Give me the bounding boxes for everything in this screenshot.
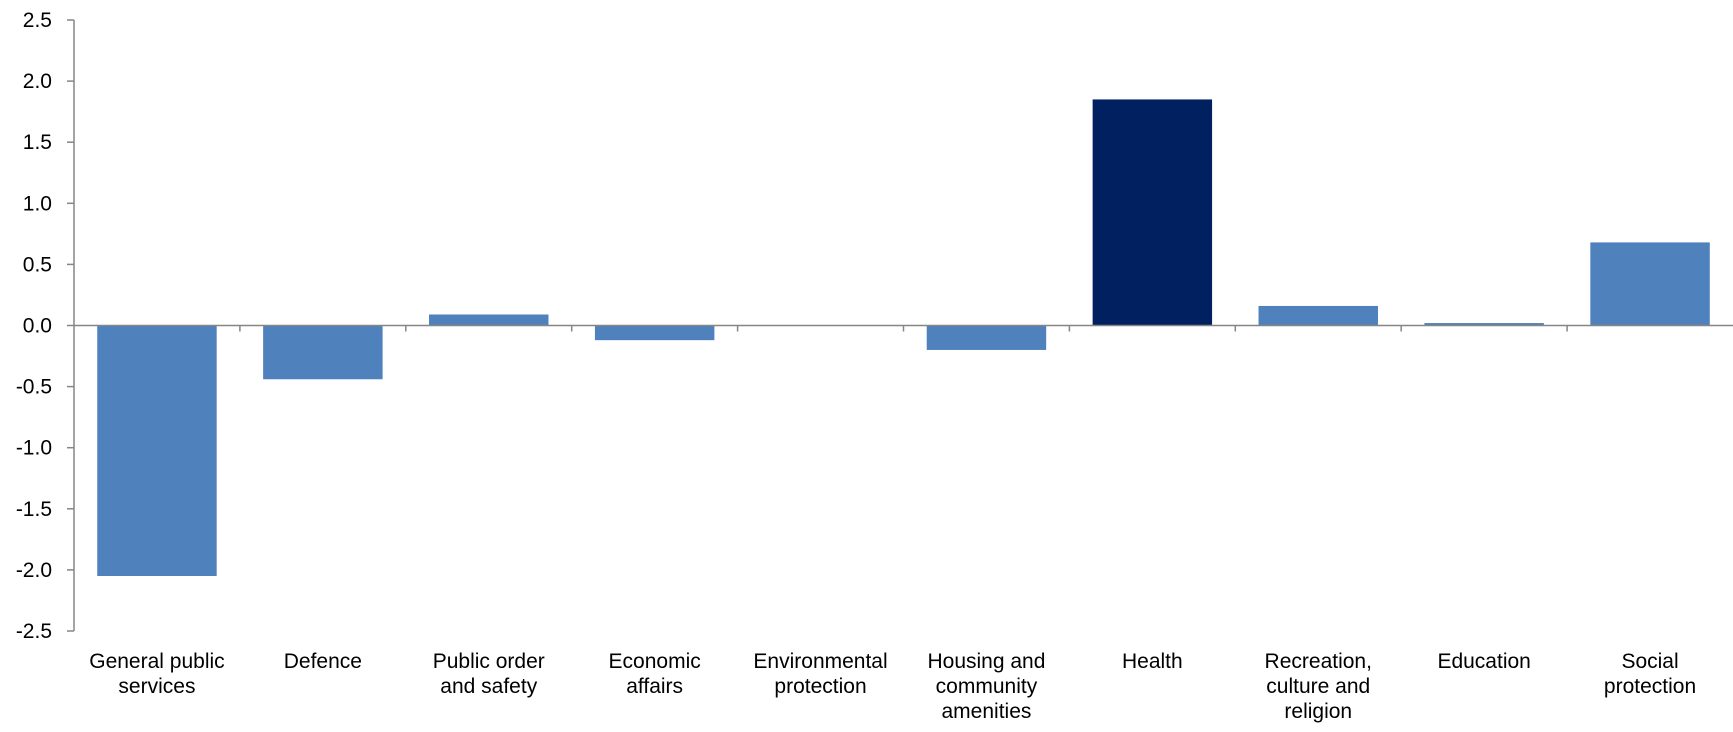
category-label-1: Defence [284,650,362,673]
bar-3 [594,325,715,341]
bar-7 [1258,305,1378,326]
y-tick-label: 2.0 [23,70,52,93]
category-label-8: Education [1437,650,1530,673]
category-label-6: Health [1122,650,1183,673]
bar-6 [1092,99,1213,326]
y-tick-label: 0.0 [23,315,52,338]
category-labels: General public services Defence Public orde… [89,650,1696,723]
y-tick-label: 1.0 [23,192,52,215]
bar-9 [1590,242,1710,326]
category-label-4: Environmental protection [753,650,887,698]
category-label-7: Recreation, culture and religion [1265,650,1372,723]
axes-group [67,19,1733,632]
bar-8 [1424,323,1544,326]
y-tick-label: 1.5 [23,131,52,154]
category-label-0: General public services [89,650,224,698]
bar-2 [429,314,549,326]
bars-group [97,99,1710,577]
y-tick-labels: 2.5 2.0 1.5 1.0 0.5 0.0 -0.5 -1.0 -1.5 -2.0 -2.5 [16,9,52,643]
y-tick-label: -2.5 [16,620,52,643]
y-tick-label: 2.5 [23,9,52,32]
category-label-2: Public order and safety [433,650,545,698]
y-tick-label: -2.0 [16,559,52,582]
y-tick-label: -0.5 [16,376,52,399]
bar-0 [97,325,217,577]
bar-5 [926,325,1047,350]
y-tick-label: 0.5 [23,253,52,276]
category-label-5: Housing and community amenities [927,650,1045,723]
category-label-9: Social protection [1604,650,1696,698]
y-tick-label: -1.0 [16,437,52,460]
y-tick-label: -1.5 [16,498,52,521]
bar-1 [263,325,383,380]
category-label-3: Economic affairs [609,650,701,698]
